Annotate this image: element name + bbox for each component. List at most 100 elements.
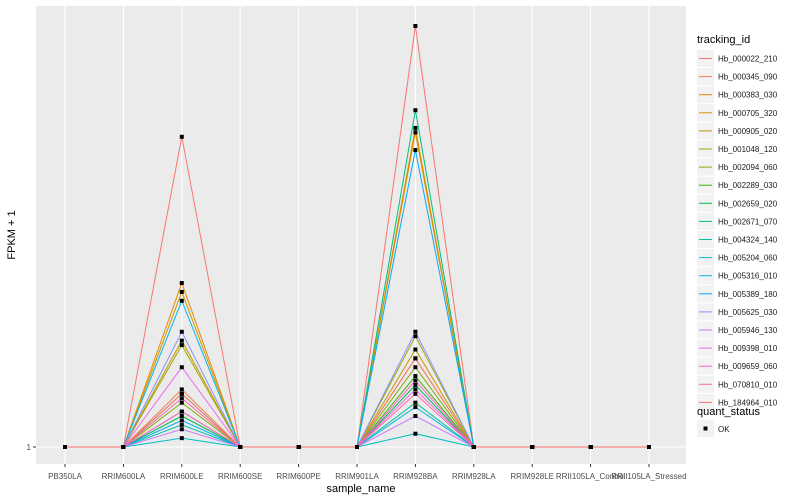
legend-label: Hb_000383_030 xyxy=(718,91,778,100)
x-axis: PB350LA RRIM600LA RRIM600LE RRIM600SE RRIM60… xyxy=(48,464,687,481)
legend-item: Hb_005946_130 xyxy=(697,321,778,339)
legend-label: Hb_000905_020 xyxy=(718,127,778,136)
data-point xyxy=(413,329,418,334)
data-point xyxy=(179,387,184,392)
legend-item: Hb_000905_020 xyxy=(697,122,778,140)
data-point xyxy=(471,445,476,449)
data-point xyxy=(238,445,243,449)
data-point xyxy=(413,374,418,379)
data-point xyxy=(179,413,184,418)
data-point xyxy=(413,130,418,135)
legend-label: Hb_184964_010 xyxy=(718,398,778,407)
data-point xyxy=(179,343,184,348)
legend-item: Hb_000705_320 xyxy=(697,104,778,122)
data-point xyxy=(179,396,184,401)
data-point xyxy=(179,409,184,414)
x-tick-label: RRIM928LA xyxy=(452,472,496,481)
legend-item: Hb_005389_180 xyxy=(697,285,778,303)
gridlines xyxy=(36,6,686,464)
legend-label: Hb_009659_060 xyxy=(718,362,778,371)
data-point xyxy=(413,148,418,153)
data-point xyxy=(413,431,418,436)
data-point xyxy=(413,391,418,396)
data-point xyxy=(179,436,184,441)
data-point xyxy=(413,108,418,113)
legend-item: Hb_000022_210 xyxy=(697,50,778,67)
data-point xyxy=(413,125,418,130)
legend-item: Hb_005316_010 xyxy=(697,267,778,285)
data-point xyxy=(588,445,593,449)
data-point xyxy=(179,391,184,396)
legend-label: Hb_000705_320 xyxy=(718,109,778,118)
data-point xyxy=(413,378,418,383)
legend-item: Hb_000345_090 xyxy=(697,68,778,86)
legend-label: Hb_005316_010 xyxy=(718,272,778,281)
legend-label: Hb_009398_010 xyxy=(718,344,778,353)
legend-item: Hb_002289_030 xyxy=(697,176,778,194)
legend-label: Hb_070810_010 xyxy=(718,380,778,389)
data-point xyxy=(63,445,67,449)
legend-label: Hb_005389_180 xyxy=(718,290,778,299)
legend-item: Hb_005204_060 xyxy=(697,249,778,267)
x-tick-label: RRIM600SE xyxy=(218,472,262,481)
data-point xyxy=(179,329,184,334)
x-tick-label: RRII105LA_Stressed xyxy=(611,472,686,481)
legend-label-ok: OK xyxy=(718,425,730,434)
legend-item: Hb_002671_070 xyxy=(697,212,778,230)
data-point xyxy=(413,365,418,370)
legend-label: Hb_002671_070 xyxy=(718,217,778,226)
legend-item: Hb_184964_010 xyxy=(697,393,778,411)
x-tick-label: RRIM600PE xyxy=(276,472,320,481)
data-point xyxy=(413,356,418,361)
legend-title-tracking-id: tracking_id xyxy=(697,34,750,46)
data-point xyxy=(179,338,184,343)
data-point xyxy=(413,347,418,352)
y-axis: 1 xyxy=(27,443,36,452)
data-point xyxy=(179,418,184,423)
data-point xyxy=(179,400,184,405)
data-point xyxy=(413,24,418,28)
legend-item-ok: OK xyxy=(697,420,730,437)
data-point xyxy=(530,445,535,449)
data-point xyxy=(296,445,301,449)
legend-item: Hb_002094_060 xyxy=(697,158,778,176)
legend-title-quant-status: quant_status xyxy=(697,406,760,418)
legend-item: Hb_002659_020 xyxy=(697,194,778,212)
data-point xyxy=(355,445,359,449)
y-axis-title: FPKM + 1 xyxy=(6,210,18,259)
y-tick-label: 1 xyxy=(27,443,32,452)
x-tick-label: RRIM901LA xyxy=(335,472,379,481)
data-point xyxy=(413,387,418,392)
data-point xyxy=(121,445,126,449)
legend-label: Hb_005625_030 xyxy=(718,308,778,317)
data-point xyxy=(179,422,184,427)
x-tick-label: PB350LA xyxy=(48,472,82,481)
legend-item: Hb_000383_030 xyxy=(697,86,778,104)
legend-label: Hb_005204_060 xyxy=(718,254,778,263)
legend-item: Hb_005625_030 xyxy=(697,303,778,321)
x-tick-label: RRIM600LE xyxy=(160,472,204,481)
data-points xyxy=(63,24,651,449)
data-point xyxy=(413,400,418,405)
x-tick-label: RRIM928BA xyxy=(393,472,438,481)
legend-label: Hb_002094_060 xyxy=(718,163,778,172)
legend-label: Hb_002289_030 xyxy=(718,181,778,190)
data-point xyxy=(179,298,184,303)
data-point xyxy=(413,413,418,418)
legend-item: Hb_001048_120 xyxy=(697,140,778,158)
data-point xyxy=(413,382,418,387)
legend-label: Hb_001048_120 xyxy=(718,145,778,154)
x-tick-label: RRII105LA_Control xyxy=(556,472,626,481)
legend: tracking_id Hb_000022_210Hb_000345_090Hb… xyxy=(697,34,778,437)
legend-item: Hb_004324_140 xyxy=(697,231,778,248)
data-point xyxy=(647,445,651,449)
x-axis-title: sample_name xyxy=(326,483,395,495)
legend-label: Hb_005946_130 xyxy=(718,326,778,335)
legend-items: Hb_000022_210 Hb_000345_090 Hb_000383_030 H… xyxy=(697,50,778,411)
legend-point-ok xyxy=(703,426,708,431)
legend-label: Hb_000345_090 xyxy=(718,73,778,82)
legend-item: Hb_009659_060 xyxy=(697,357,778,375)
x-tick-label: RRIM928LE xyxy=(510,472,554,481)
data-point xyxy=(179,289,184,294)
